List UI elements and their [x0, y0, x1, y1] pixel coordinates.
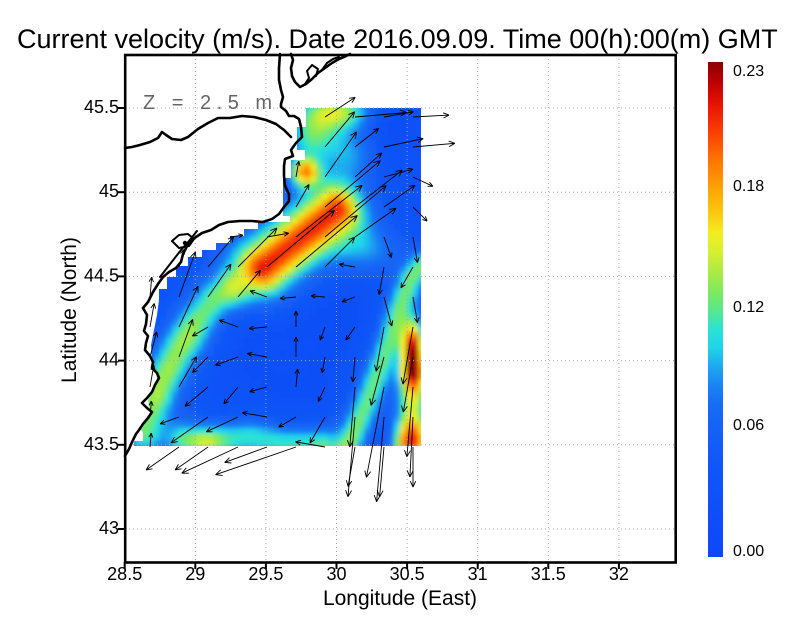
svg-text:0.23: 0.23	[733, 63, 764, 80]
svg-text:43.5: 43.5	[84, 434, 119, 454]
svg-text:30: 30	[326, 564, 346, 584]
svg-text:44: 44	[99, 350, 119, 370]
svg-text:Longitude (East): Longitude (East)	[323, 587, 477, 610]
svg-text:0.06: 0.06	[733, 417, 764, 434]
svg-text:30.5: 30.5	[390, 564, 425, 584]
svg-text:31: 31	[468, 564, 488, 584]
svg-text:29: 29	[185, 564, 205, 584]
svg-text:44.5: 44.5	[84, 265, 119, 285]
svg-text:32: 32	[609, 564, 629, 584]
svg-text:0.18: 0.18	[733, 178, 764, 195]
svg-text:28.5: 28.5	[107, 564, 142, 584]
svg-text:Latitude (North): Latitude (North)	[58, 237, 81, 383]
svg-text:0.12: 0.12	[733, 299, 764, 316]
svg-text:Z = 2.5 m: Z = 2.5 m	[143, 92, 278, 114]
svg-text:43: 43	[99, 518, 119, 538]
svg-text:0.00: 0.00	[733, 543, 764, 560]
svg-text:31.5: 31.5	[531, 564, 566, 584]
svg-text:45.5: 45.5	[84, 97, 119, 117]
svg-text:29.5: 29.5	[248, 564, 283, 584]
svg-text:Current velocity (m/s). Date 2: Current velocity (m/s). Date 2016.09.09.…	[17, 24, 778, 54]
svg-text:45: 45	[99, 181, 119, 201]
